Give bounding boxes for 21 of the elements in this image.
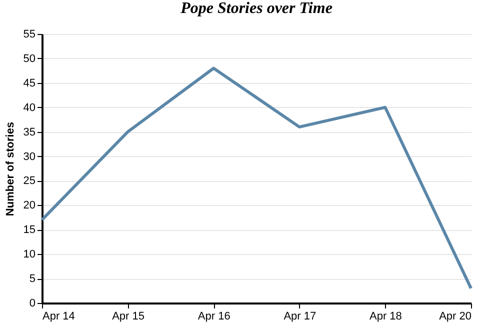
x-tick-label: Apr 17 [284,310,316,322]
x-tick-label: Apr 15 [112,310,145,322]
chart-title: Pope Stories over Time [180,0,332,17]
y-tick-label: 35 [23,126,36,138]
y-tick-label: 0 [29,298,36,310]
y-tick-label: 20 [23,200,36,212]
y-tick-label: 50 [23,52,36,65]
x-tick-label: Apr 18 [369,310,402,322]
x-tick-label: Apr 14 [42,310,75,322]
y-tick-label: 10 [23,248,36,261]
y-tick-label: 25 [23,175,36,188]
y-tick-label: 5 [29,273,36,286]
y-tick-label: 40 [23,102,36,114]
x-tick-label: Apr 20 [439,310,472,322]
y-tick-label: 55 [23,28,36,40]
y-axis-title: Number of stories [4,122,16,216]
x-tick-label: Apr 16 [198,310,230,322]
y-tick-label: 15 [23,224,36,236]
y-tick-label: 30 [23,150,36,163]
y-tick-label: 45 [23,77,36,90]
line-series [40,66,472,290]
